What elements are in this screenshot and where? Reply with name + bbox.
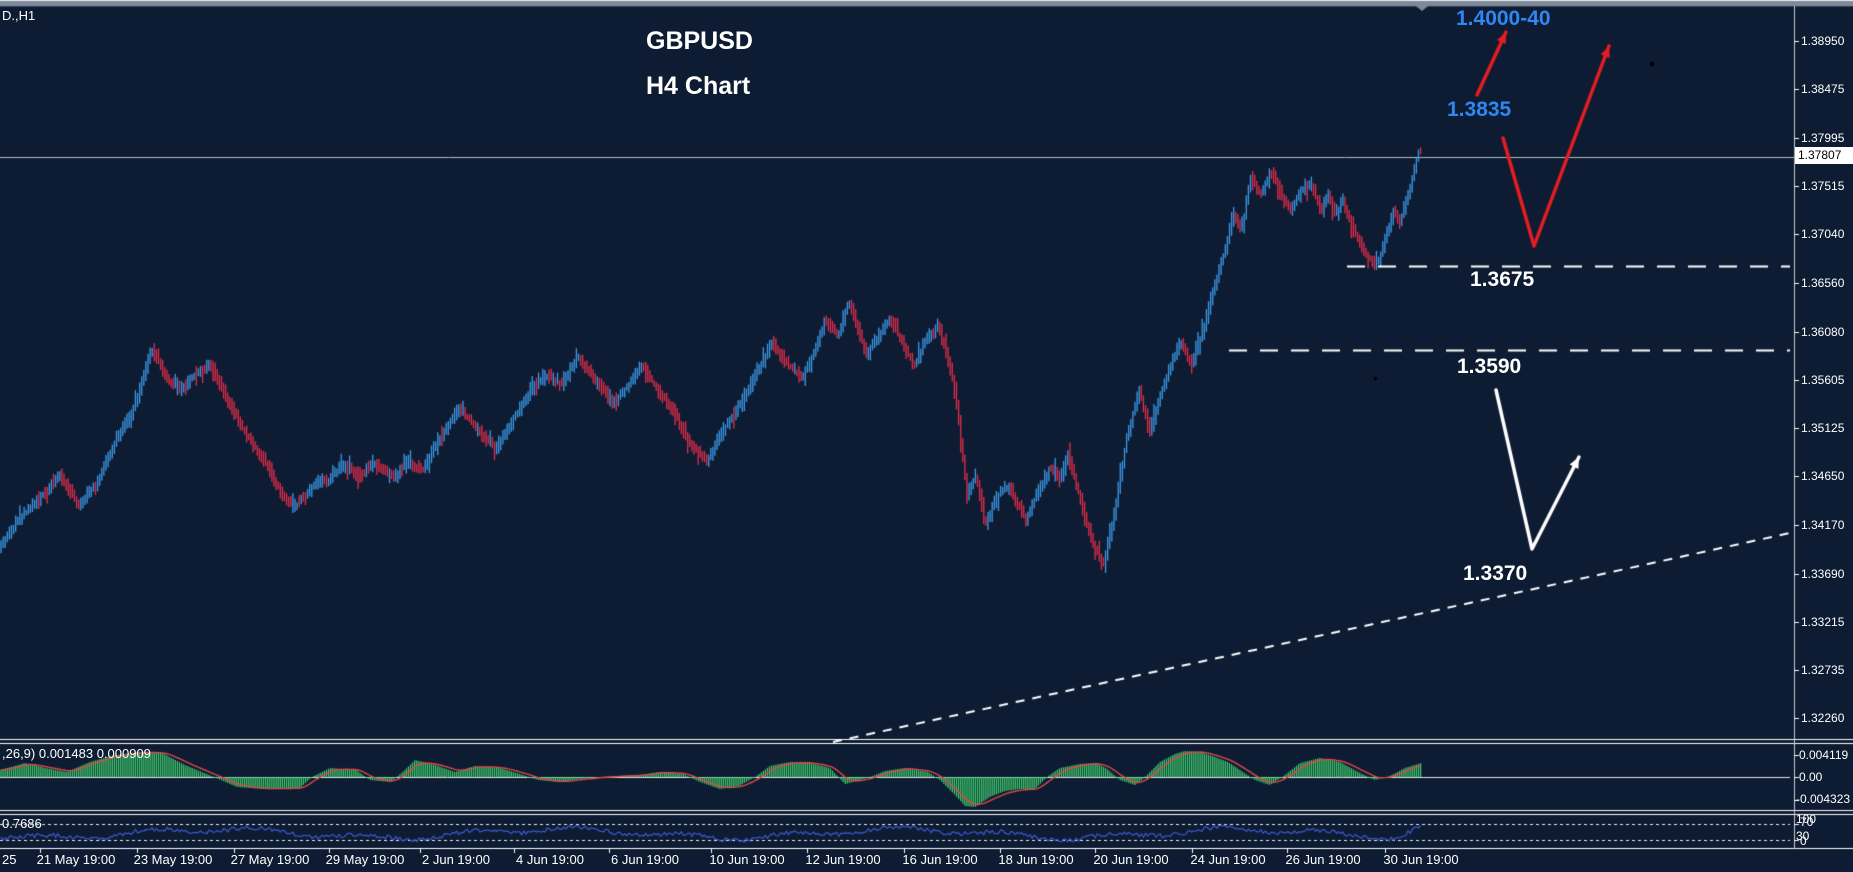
stochastic-scale-label: 70 xyxy=(1800,815,1814,829)
price-scale-label: 1.34650 xyxy=(1801,469,1845,483)
price-scale-label: 1.35605 xyxy=(1801,373,1845,387)
time-axis-label: 27 May 19:00 xyxy=(230,852,310,867)
price-scale-label: 1.36080 xyxy=(1801,325,1845,339)
price-scale-label: 1.36560 xyxy=(1801,276,1845,290)
chart-title-symbol: GBPUSD xyxy=(646,27,753,55)
price-scale-label: 1.33690 xyxy=(1801,567,1845,581)
time-axis-label: 29 May 19:00 xyxy=(325,852,405,867)
target-price-label: 1.4000-40 xyxy=(1456,7,1551,30)
time-axis-label: 26 Jun 19:00 xyxy=(1285,852,1361,867)
stochastic-scale-label: 100 xyxy=(1796,812,1817,826)
time-axis-label: 12 Jun 19:00 xyxy=(805,852,881,867)
time-axis-label: 6 Jun 19:00 xyxy=(611,852,679,867)
macd-scale-zero: 0.00 xyxy=(1799,770,1823,784)
chart-title-timeframe: H4 Chart xyxy=(646,72,751,100)
current-price-box: 1.37807 xyxy=(1795,147,1853,164)
time-axis-label: 24 Jun 19:00 xyxy=(1190,852,1266,867)
level-1-3675-label: 1.3675 xyxy=(1470,268,1535,291)
time-axis-label: 10 Jun 19:00 xyxy=(709,852,785,867)
macd-indicator-label: ,26,9) 0.001483 0.000909 xyxy=(2,746,151,761)
price-scale-label: 1.33215 xyxy=(1801,615,1845,629)
time-axis-label: 23 May 19:00 xyxy=(133,852,213,867)
time-axis-label: 20 Jun 19:00 xyxy=(1093,852,1169,867)
price-scale-label: 1.37040 xyxy=(1801,227,1845,241)
price-scale-label: 1.34170 xyxy=(1801,518,1845,532)
stochastic-indicator-label: 0.7686 xyxy=(2,816,42,831)
price-scale-label: 1.35125 xyxy=(1801,421,1845,435)
price-scale-label: 1.37995 xyxy=(1801,131,1845,145)
time-axis-label: 4 Jun 19:00 xyxy=(516,852,584,867)
window-title-fragment: D.,H1 xyxy=(2,8,36,23)
price-scale-label: 1.38950 xyxy=(1801,34,1845,48)
price-scale-label: 1.32260 xyxy=(1801,711,1845,725)
time-axis-label: 18 Jun 19:00 xyxy=(998,852,1074,867)
level-1-3835-label: 1.3835 xyxy=(1447,98,1512,121)
stochastic-scale-label: 0 xyxy=(1800,834,1807,848)
macd-scale-min: -0.004323 xyxy=(1796,792,1851,806)
stochastic-scale-label: 30 xyxy=(1796,829,1810,843)
time-axis-label: 2 Jun 19:00 xyxy=(422,852,490,867)
level-1-3370-label: 1.3370 xyxy=(1463,562,1528,585)
level-1-3590-label: 1.3590 xyxy=(1457,355,1522,378)
time-axis-label: 25 xyxy=(2,852,17,867)
price-scale-label: 1.37515 xyxy=(1801,179,1845,193)
price-scale-label: 1.38475 xyxy=(1801,82,1845,96)
time-axis-label: 30 Jun 19:00 xyxy=(1383,852,1459,867)
macd-scale-max: 0.004119 xyxy=(1799,748,1849,762)
time-axis-label: 21 May 19:00 xyxy=(36,852,116,867)
price-scale-label: 1.32735 xyxy=(1801,663,1845,677)
time-axis-label: 16 Jun 19:00 xyxy=(902,852,978,867)
